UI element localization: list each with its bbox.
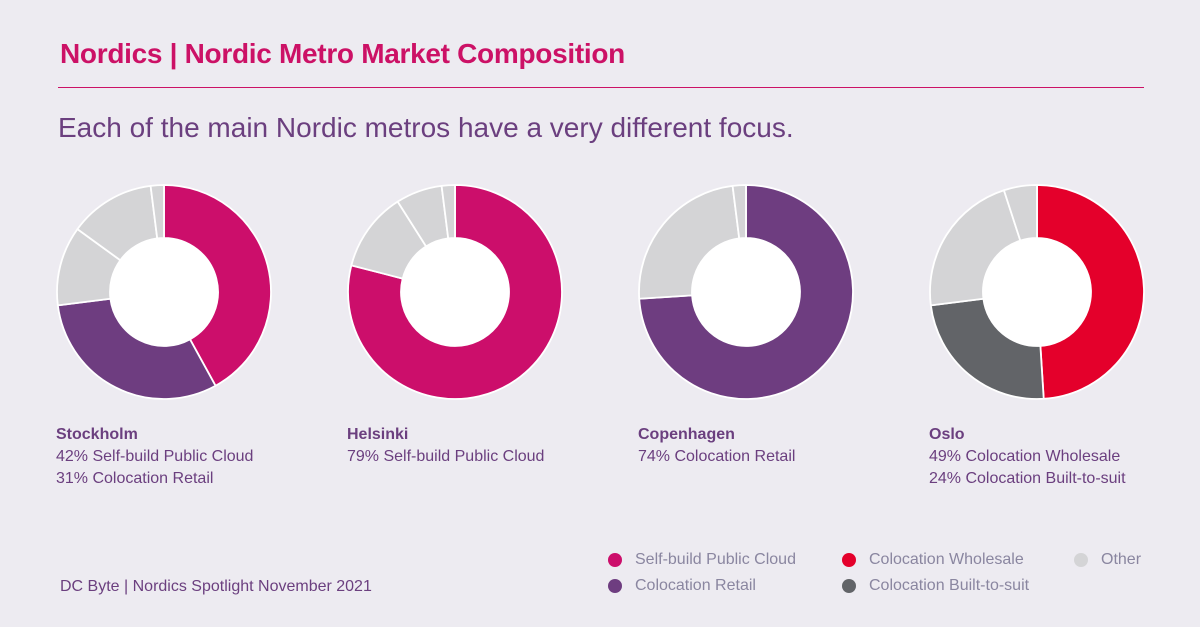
legend-swatch	[842, 553, 856, 567]
oslo-donut-chart	[929, 184, 1145, 400]
donut-hole	[401, 238, 509, 346]
stockholm-donut-chart	[56, 184, 272, 400]
page-subtitle: Each of the main Nordic metros have a ve…	[58, 112, 794, 143]
legend-label: Colocation Wholesale	[869, 551, 1024, 568]
metro-name: Oslo	[929, 426, 965, 443]
metro-name: Helsinki	[347, 426, 409, 443]
helsinki-caption: Helsinki 79% Self-build Public Cloud	[347, 424, 577, 468]
stockholm-caption: Stockholm 42% Self-build Public Cloud 31…	[56, 424, 286, 490]
metro-name: Stockholm	[56, 426, 138, 443]
donut-hole	[983, 238, 1091, 346]
legend-item-self-build-public-cloud: Self-build Public Cloud	[608, 551, 796, 569]
legend-label: Self-build Public Cloud	[635, 551, 796, 568]
metro-helsinki: Helsinki 79% Self-build Public Cloud	[347, 184, 577, 468]
donut-hole	[110, 238, 218, 346]
legend-swatch	[608, 579, 622, 593]
legend-label: Colocation Built-to-suit	[869, 577, 1030, 594]
metro-stat: 49% Colocation Wholesale	[929, 448, 1121, 465]
metro-stockholm: Stockholm 42% Self-build Public Cloud 31…	[56, 184, 286, 490]
legend-swatch	[608, 553, 622, 567]
metro-stat: 31% Colocation Retail	[56, 470, 214, 487]
copenhagen-caption: Copenhagen 74% Colocation Retail	[638, 424, 868, 468]
metro-copenhagen: Copenhagen 74% Colocation Retail	[638, 184, 868, 468]
legend-swatch	[842, 579, 856, 593]
metro-stat: 42% Self-build Public Cloud	[56, 448, 254, 465]
legend-item-colocation-wholesale: Colocation Wholesale	[842, 551, 1024, 569]
legend-label: Colocation Retail	[635, 577, 756, 594]
donut-hole	[692, 238, 800, 346]
legend-item-other: Other	[1074, 551, 1141, 569]
metro-stat: 74% Colocation Retail	[638, 448, 796, 465]
legend-item-colocation-built-to-suit: Colocation Built-to-suit	[842, 577, 1029, 595]
chart-legend: Self-build Public Cloud Colocation Retai…	[608, 551, 1168, 611]
copenhagen-donut-chart	[638, 184, 854, 400]
legend-label: Other	[1101, 551, 1142, 568]
legend-swatch	[1074, 553, 1088, 567]
metro-oslo: Oslo 49% Colocation Wholesale 24% Coloca…	[929, 184, 1159, 490]
metro-stat: 24% Colocation Built-to-suit	[929, 470, 1126, 487]
title-divider	[58, 87, 1144, 88]
oslo-caption: Oslo 49% Colocation Wholesale 24% Coloca…	[929, 424, 1159, 490]
source-footnote: DC Byte | Nordics Spotlight November 202…	[60, 578, 372, 595]
page-title: Nordics | Nordic Metro Market Compositio…	[60, 38, 625, 69]
legend-item-colocation-retail: Colocation Retail	[608, 577, 756, 595]
metro-name: Copenhagen	[638, 426, 735, 443]
metro-stat: 79% Self-build Public Cloud	[347, 448, 545, 465]
helsinki-donut-chart	[347, 184, 563, 400]
